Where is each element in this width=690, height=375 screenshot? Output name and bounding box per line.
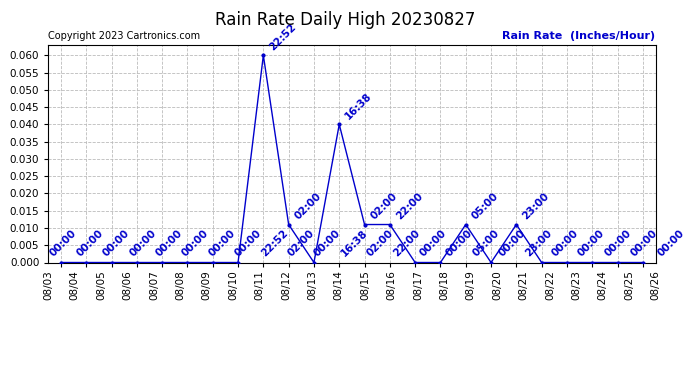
Text: 08/05: 08/05 [96,270,106,300]
Text: 00:00: 00:00 [629,228,660,259]
Text: 00:00: 00:00 [75,228,105,259]
Text: 00:00: 00:00 [128,228,158,259]
Text: 22:52: 22:52 [259,228,290,259]
Text: 08/26: 08/26 [651,270,660,300]
Text: 08/16: 08/16 [386,270,397,300]
Text: 08/03: 08/03 [43,270,53,300]
Text: 08/17: 08/17 [413,270,423,300]
Text: 08/24: 08/24 [598,270,608,300]
Text: 08/06: 08/06 [123,270,132,300]
Text: Rain Rate  (Inches/Hour): Rain Rate (Inches/Hour) [502,31,656,40]
Text: Copyright 2023 Cartronics.com: Copyright 2023 Cartronics.com [48,31,200,40]
Text: 08/11: 08/11 [255,270,264,300]
Text: 00:00: 00:00 [444,228,475,259]
Text: Rain Rate Daily High 20230827: Rain Rate Daily High 20230827 [215,11,475,29]
Text: 23:00: 23:00 [524,228,554,259]
Text: 00:00: 00:00 [48,228,79,259]
Text: 08/20: 08/20 [492,270,502,300]
Text: 08/15: 08/15 [360,270,370,300]
Text: 02:00: 02:00 [368,191,400,222]
Text: 08/09: 08/09 [201,270,212,300]
Text: 08/23: 08/23 [571,270,581,300]
Text: 16:38: 16:38 [339,228,369,259]
Text: 08/12: 08/12 [281,270,291,300]
Text: 00:00: 00:00 [656,228,686,259]
Text: 22:00: 22:00 [394,191,424,222]
Text: 00:00: 00:00 [233,228,264,259]
Text: 00:00: 00:00 [101,228,132,259]
Text: 00:00: 00:00 [576,228,607,259]
Text: 08/25: 08/25 [624,270,634,300]
Text: 00:00: 00:00 [207,228,237,259]
Text: 22:00: 22:00 [391,228,422,259]
Text: 00:00: 00:00 [550,228,580,259]
Text: 00:00: 00:00 [418,228,448,259]
Text: 00:00: 00:00 [497,228,528,259]
Text: 08/18: 08/18 [440,270,449,300]
Text: 08/08: 08/08 [175,270,186,300]
Text: 22:52: 22:52 [268,22,298,53]
Text: 08/10: 08/10 [228,270,238,300]
Text: 05:00: 05:00 [470,191,500,222]
Text: 08/07: 08/07 [149,270,159,300]
Text: 02:00: 02:00 [293,191,324,222]
Text: 16:38: 16:38 [344,91,374,122]
Text: 08/14: 08/14 [334,270,344,300]
Text: 23:00: 23:00 [520,191,551,222]
Text: 08/19: 08/19 [466,270,475,300]
Text: 08/04: 08/04 [70,270,80,300]
Text: 08/22: 08/22 [545,270,555,300]
Text: 08/21: 08/21 [518,270,529,300]
Text: 00:00: 00:00 [602,228,633,259]
Text: 02:00: 02:00 [365,228,395,259]
Text: 08/13: 08/13 [307,270,317,300]
Text: 02:00: 02:00 [286,228,317,259]
Text: 00:00: 00:00 [154,228,184,259]
Text: 00:00: 00:00 [180,228,210,259]
Text: 05:00: 05:00 [471,228,501,259]
Text: 00:00: 00:00 [313,228,343,259]
